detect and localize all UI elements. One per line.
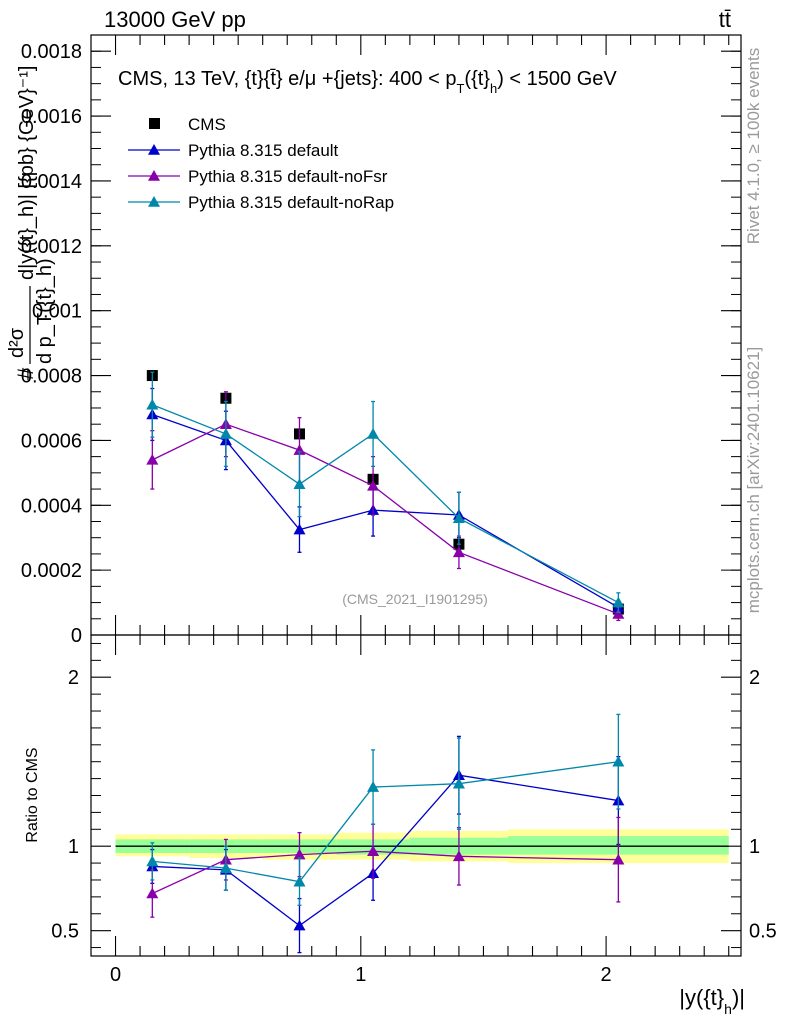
ratio-point-noFsr: [293, 848, 306, 860]
main-plot-marks: [146, 370, 625, 622]
side-text-top: Rivet 4.1.0, ≥ 100k events: [744, 48, 763, 244]
data-point-noFsr: [452, 546, 465, 558]
header-left: 13000 GeV pp: [104, 7, 246, 32]
ratio-point-noRap: [612, 755, 625, 767]
y-tick-label: 0.0012: [21, 236, 82, 258]
legend-label-noFsr: Pythia 8.315 default-noFsr: [188, 167, 388, 186]
data-point-default: [293, 523, 306, 535]
x-tick-label: 0: [110, 964, 121, 986]
series-default: [146, 387, 625, 615]
ratio-point-noRap: [367, 781, 380, 792]
y-tick-label: 0: [71, 625, 82, 647]
ratio-point-noFsr: [452, 850, 465, 862]
ratio-plot-tick-labels: 0.5 0.5 1 1 2 2 0 1 2: [51, 667, 777, 986]
ratio-y-axis-label: Ratio to CMS: [24, 747, 41, 842]
legend-marker-cms: [149, 118, 160, 129]
main-plot-panel: 0 0.0002 0.0004 0.0006 0.0008 0.001 0.0012 0.00…: [6, 34, 742, 647]
data-point-noRap: [612, 596, 625, 608]
series-noRap: [146, 371, 625, 613]
series-cms: [146, 370, 624, 615]
ratio-plot-frame: [90, 634, 742, 957]
y-axis-label-rest: d|y({t}_h)| [{pb} {GeV}⁻¹]: [16, 66, 38, 280]
series-line-noRap: [152, 404, 619, 604]
ratio-line-noFsr: [152, 850, 619, 895]
legend: CMS Pythia 8.315 default Pythia 8.315 defa…: [128, 115, 394, 212]
y-tick-label: 0.0008: [21, 366, 82, 388]
data-point-noFsr: [146, 453, 159, 465]
y-axis-label-denominator: d p_T({t}_h): [34, 258, 56, 364]
y-axis-label: # d²σ d p_T({t}_h) d|y({t}_h)| [{pb} {Ge…: [6, 66, 56, 380]
y-axis-label-hash: #: [13, 367, 38, 380]
data-point-noFsr: [367, 479, 380, 491]
legend-marker-noFsr: [148, 170, 160, 181]
ratio-y-tick-label-left: 1: [68, 836, 79, 858]
header-right: tt̄: [719, 7, 731, 32]
series-noFsr: [146, 391, 625, 622]
y-tick-label: 0.001: [32, 301, 82, 323]
side-text-bottom: mcplots.cern.ch [arXiv:2401.10621]: [744, 347, 763, 613]
legend-label-default: Pythia 8.315 default: [188, 141, 339, 160]
legend-marker-noRap: [148, 196, 160, 207]
y-tick-label: 0.0002: [21, 560, 82, 582]
ratio-point-noFsr: [612, 853, 625, 865]
legend-label-noRap: Pythia 8.315 default-noRap: [188, 193, 394, 212]
data-point-noRap: [367, 427, 380, 439]
legend-label-cms: CMS: [188, 115, 226, 134]
ratio-plot-marks: [115, 713, 729, 954]
data-point-noRap: [146, 398, 159, 410]
data-point-noRap: [219, 427, 232, 439]
y-tick-label: 0.0006: [21, 430, 82, 452]
main-plot-tick-labels: 0 0.0002 0.0004 0.0006 0.0008 0.001 0.0012 0.00…: [21, 41, 82, 647]
ratio-series-noRap: [146, 713, 625, 906]
y-tick-label: 0.0004: [21, 495, 82, 517]
data-point-noFsr: [612, 607, 625, 619]
ratio-y-tick-label-right: 1: [749, 836, 760, 858]
plot-title: CMS, 13 TeV, {t}{t̄} e/μ +{jets}: 400 < …: [118, 68, 617, 96]
ratio-y-tick-label-right: 2: [749, 667, 760, 689]
legend-marker-default: [148, 144, 160, 155]
ratio-y-tick-label-left: 2: [68, 667, 79, 689]
ratio-plot-ticks: [91, 635, 741, 956]
y-tick-label: 0.0014: [21, 171, 82, 193]
ratio-point-default: [293, 919, 306, 931]
x-axis-label: |y({t}h)|: [679, 985, 745, 1017]
ratio-y-tick-label-left: 0.5: [51, 921, 79, 943]
y-tick-label: 0.0018: [21, 41, 82, 63]
main-plot-ticks: [91, 34, 741, 636]
series-line-noFsr: [152, 423, 619, 615]
x-tick-label: 1: [355, 964, 366, 986]
data-point-noRap: [452, 512, 465, 524]
data-point-noFsr: [293, 444, 306, 455]
ratio-point-noRap: [452, 777, 465, 789]
analysis-watermark: (CMS_2021_I1901295): [342, 591, 488, 607]
ratio-y-tick-label-right: 0.5: [749, 921, 777, 943]
series-line-default: [152, 413, 619, 608]
ratio-point-noRap: [146, 855, 159, 867]
ratio-point-noRap: [293, 875, 306, 887]
ratio-line-noRap: [152, 761, 619, 883]
ratio-point-noFsr: [367, 845, 380, 857]
ratio-plot-panel: 0.5 0.5 1 1 2 2 0 1 2 Ratio to CMS |y({t}h)|: [24, 634, 777, 1017]
y-tick-label: 0.0016: [21, 106, 82, 128]
ratio-point-noFsr: [146, 887, 159, 899]
data-point-noRap: [293, 478, 306, 489]
y-axis-label-numerator: d²σ: [6, 327, 28, 358]
ratio-point-noRap: [219, 862, 232, 873]
x-tick-label: 2: [601, 964, 612, 986]
